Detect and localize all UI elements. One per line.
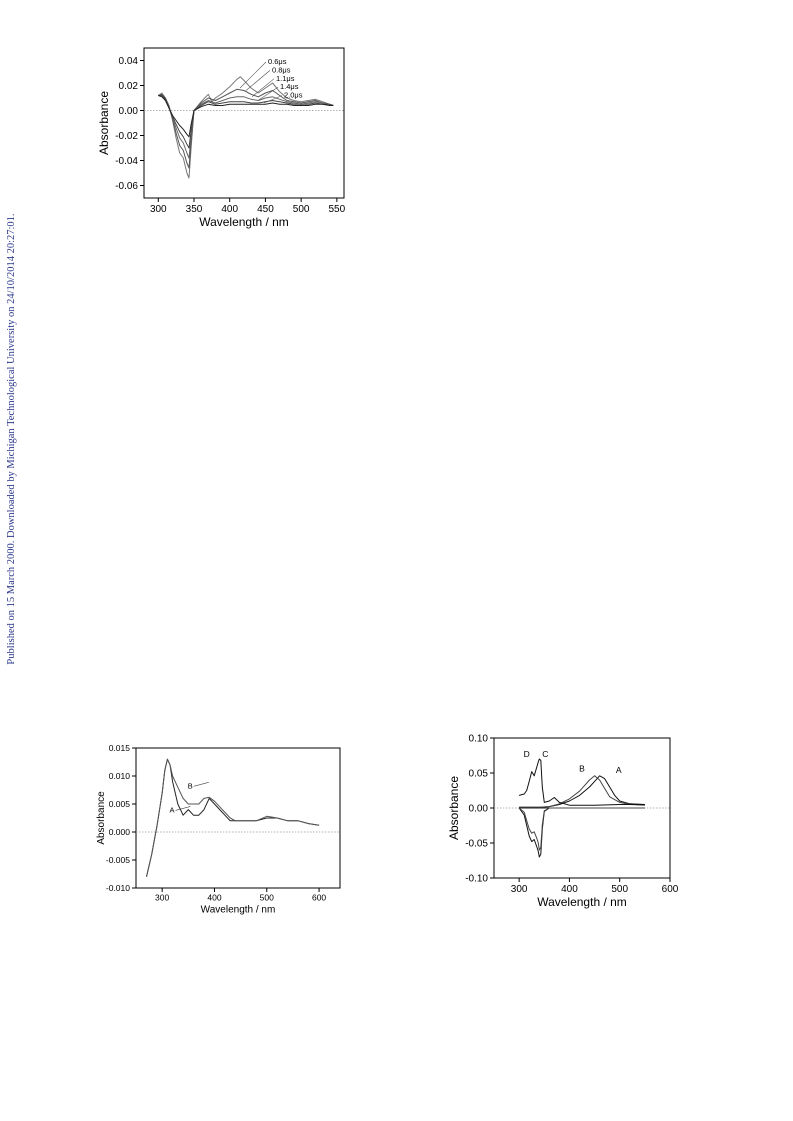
label-leader [175,806,191,811]
label-leader [193,782,209,787]
series-line-B [146,758,320,877]
x-tick-label: 450 [257,204,274,215]
label-leader [257,86,279,101]
label-leader [245,70,271,91]
series-line-D [518,758,645,806]
y-tick-label: -0.005 [106,855,130,865]
series-label: A [616,765,622,775]
publication-note: Published on 15 March 2000. Downloaded b… [6,213,17,665]
series-label: 2.0μs [284,91,303,100]
series-label: 1.1μs [276,74,295,83]
y-tick-label: -0.06 [115,181,138,192]
x-tick-label: 300 [155,893,169,903]
chart-absorbance-abcd: 300 400 500 600 -0.10 -0.05 0.00 0.05 0.10 Wavele… [447,734,679,910]
y-tick-label: 0.00 [119,106,139,117]
series-line-0.6μs [158,76,334,179]
y-tick-label: -0.010 [106,883,130,893]
x-tick-label: 600 [312,893,326,903]
series-line-B [519,775,645,808]
series-line-A [519,775,645,808]
series-label: A [169,805,174,814]
x-tick-label: 300 [511,884,528,895]
y-tick-label: 0.005 [109,799,131,809]
x-tick-label: 600 [662,884,679,895]
x-tick-label: 400 [561,884,578,895]
series-line-trace-4 [518,807,645,858]
x-tick-label: 400 [207,893,221,903]
y-tick-label: -0.10 [465,874,488,885]
plot-frame [135,747,341,889]
series-label: D [524,749,530,759]
series-line-A [146,758,320,877]
y-tick-label: 0.00 [469,804,489,815]
x-tick-label: 500 [611,884,628,895]
x-tick-label: 300 [150,204,167,215]
x-axis-label: Wavelength / nm [201,905,276,916]
label-leader [239,61,267,89]
label-leader [263,95,283,104]
series-label: B [579,764,585,774]
series-line-trace-5 [518,807,645,851]
series-label: 1.4μs [280,82,299,91]
x-axis-label: Wavelength / nm [199,215,289,229]
y-tick-label: -0.04 [115,156,138,167]
y-tick-label: 0.10 [469,734,489,745]
chart-transient-absorption: 300 350 400 450 500 550 -0.06 -0.04 -0.02 0.00 0.0… [97,47,346,229]
series-line-2.0μs [158,95,334,138]
series-line-0.8μs [158,88,334,169]
series-line-1.4μs [158,95,334,149]
y-axis-label: Absorbance [447,776,461,840]
series-label: C [542,749,548,759]
plot-frame [143,47,345,199]
chart-absorbance-ab: 300 400 500 600 -0.010 -0.005 0.000 0.005 0.010 0… [96,743,341,916]
x-tick-label: 400 [221,204,238,215]
y-tick-label: 0.05 [469,769,489,780]
y-tick-label: 0.015 [109,743,131,753]
x-tick-label: 500 [293,204,310,215]
series-line-1.1μs [158,95,334,159]
x-axis-label: Wavelength / nm [537,895,627,909]
y-tick-label: -0.02 [115,131,138,142]
y-tick-label: -0.05 [465,839,488,850]
series-label: B [188,781,193,790]
y-axis-label: Absorbance [97,91,111,155]
label-leader [251,78,275,97]
x-tick-label: 550 [329,204,346,215]
y-tick-label: 0.04 [119,56,139,67]
y-tick-label: 0.02 [119,81,139,92]
y-tick-label: 0.000 [109,827,131,837]
y-tick-label: 0.010 [109,771,131,781]
series-label: 0.6μs [268,57,287,66]
x-tick-label: 350 [186,204,203,215]
series-label: 0.8μs [272,65,291,74]
y-axis-label: Absorbance [96,791,107,845]
x-tick-label: 500 [260,893,274,903]
